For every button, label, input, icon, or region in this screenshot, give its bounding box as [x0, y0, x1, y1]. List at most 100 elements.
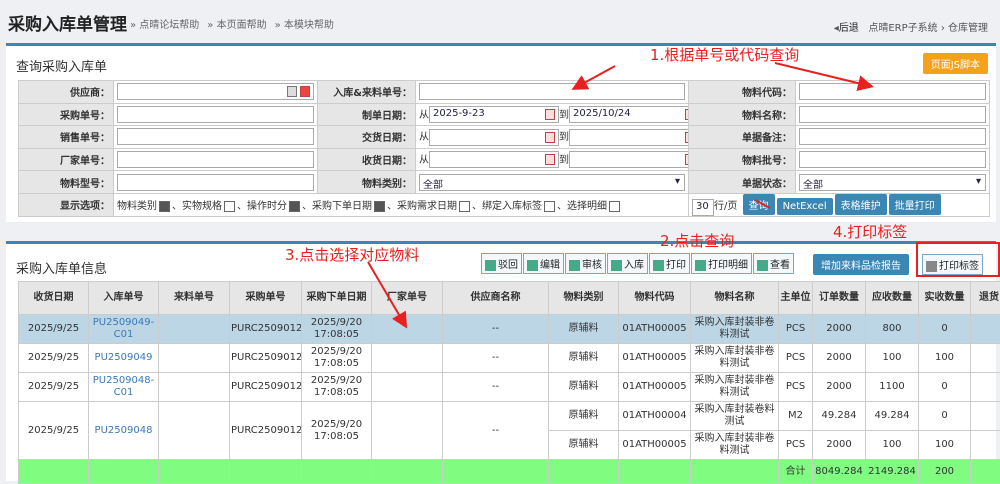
cell-unit: PCS — [779, 431, 813, 460]
breadcrumb-module: 仓库管理 — [948, 23, 988, 34]
column-header[interactable]: 退货 — [971, 282, 1000, 315]
cell-name: 采购入库封装非卷料测试 — [691, 315, 779, 344]
option-checkbox[interactable] — [609, 201, 620, 212]
column-header[interactable]: 实收数量 — [919, 282, 971, 315]
option-label: 采购下单日期 — [312, 201, 372, 212]
select-icon[interactable] — [287, 86, 297, 97]
column-header[interactable]: 入库单号 — [89, 282, 159, 315]
in-no-link[interactable]: PU2509049 — [89, 344, 159, 373]
column-header[interactable]: 应收数量 — [866, 282, 919, 315]
material-name-input[interactable] — [799, 106, 986, 123]
toolbar-button[interactable]: 查看 — [753, 253, 794, 274]
in-no-input[interactable] — [419, 83, 685, 100]
make-date-to[interactable]: 2025/10/24 — [569, 106, 689, 123]
breadcrumb: ◂后退 点晴ERP子系统 › 仓库管理 — [834, 19, 988, 34]
breadcrumb-system[interactable]: 点晴ERP子系统 — [868, 23, 937, 34]
print-label-button[interactable]: 打印标签 — [922, 254, 983, 275]
deliver-date-to[interactable] — [569, 129, 689, 146]
cell-order: 2000 — [813, 373, 866, 402]
cell-order: 2000 — [813, 344, 866, 373]
column-header[interactable]: 供应商名称 — [443, 282, 549, 315]
table-maintain-button[interactable]: 表格维护 — [835, 194, 887, 215]
in-no-link[interactable]: PU2509049-C01 — [89, 315, 159, 344]
toolbar-icon — [527, 260, 538, 271]
column-header[interactable]: 收货日期 — [19, 282, 89, 315]
page-js-button[interactable]: 页面JS脚本 — [923, 53, 988, 74]
po-no-input[interactable] — [117, 106, 314, 123]
cell-cat: 原辅料 — [549, 402, 619, 431]
category-select[interactable]: 全部▾ — [419, 174, 685, 191]
printer-icon — [926, 261, 937, 272]
option-checkbox[interactable] — [289, 201, 300, 212]
model-input[interactable] — [117, 174, 314, 191]
column-header[interactable]: 订单数量 — [813, 282, 866, 315]
so-no-input[interactable] — [117, 128, 314, 145]
option-label: 操作时分 — [247, 201, 287, 212]
column-header[interactable]: 采购下单日期 — [302, 282, 372, 315]
query-panel: 查询采购入库单 页面JS脚本 供应商： 入库&来料单号： 物料代码： 采购单号：… — [6, 43, 996, 222]
column-header[interactable]: 物料名称 — [691, 282, 779, 315]
recv-date-from[interactable] — [429, 151, 559, 168]
toolbar-button[interactable]: 编辑 — [523, 253, 564, 274]
calendar-icon[interactable] — [685, 109, 689, 120]
cell-unit: PCS — [779, 344, 813, 373]
deliver-date-from[interactable] — [429, 129, 559, 146]
toolbar-button[interactable]: 入库 — [607, 253, 648, 274]
rows-per-page-input[interactable]: 30 — [692, 199, 714, 216]
batch-input[interactable] — [799, 151, 986, 168]
toolbar-button[interactable]: 审核 — [565, 253, 606, 274]
toolbar-button[interactable]: 打印明细 — [691, 253, 752, 274]
annotation-3: 3.点击选择对应物料 — [285, 244, 419, 265]
add-quality-report-button[interactable]: 增加来料品检报告 — [813, 254, 909, 275]
column-header[interactable]: 物料代码 — [619, 282, 691, 315]
cell-unit: PCS — [779, 315, 813, 344]
recv-date-to[interactable] — [569, 151, 689, 168]
cell-recv: 100 — [919, 431, 971, 460]
page-help-link[interactable]: » 本页面帮助 — [207, 20, 266, 31]
inbound-table: 收货日期入库单号来料单号采购单号采购下单日期厂家单号供应商名称物料类别物料代码物… — [18, 281, 1000, 484]
option-label: 选择明细 — [567, 201, 607, 212]
calendar-icon[interactable] — [545, 109, 555, 120]
chevron-down-icon: ▾ — [675, 176, 680, 187]
vendor-no-input[interactable] — [117, 151, 314, 168]
option-checkbox[interactable] — [459, 201, 470, 212]
remark-input[interactable] — [799, 128, 986, 145]
option-checkbox[interactable] — [544, 201, 555, 212]
toolbar-button[interactable]: 驳回 — [481, 253, 522, 274]
cell-due: 49.284 — [866, 402, 919, 431]
clear-icon[interactable] — [300, 86, 310, 97]
option-checkbox[interactable] — [224, 201, 235, 212]
forum-help-link[interactable]: » 点晴论坛帮助 — [130, 20, 199, 31]
column-header[interactable]: 主单位 — [779, 282, 813, 315]
status-select[interactable]: 全部▾ — [799, 174, 986, 191]
in-no-link[interactable]: PU2509048-C01 — [89, 373, 159, 402]
back-link[interactable]: 后退 — [839, 23, 859, 34]
column-header[interactable]: 物料类别 — [549, 282, 619, 315]
option-checkbox[interactable] — [374, 201, 385, 212]
option-label: 实物规格 — [182, 201, 222, 212]
material-code-input[interactable] — [799, 83, 986, 100]
cell-code: 01ATH00005 — [619, 315, 691, 344]
make-date-from[interactable]: 2025-9-23 — [429, 106, 559, 123]
batch-print-button[interactable]: 批量打印 — [889, 194, 941, 215]
cell-order: 49.284 — [813, 402, 866, 431]
column-header[interactable]: 厂家单号 — [372, 282, 443, 315]
option-checkbox[interactable] — [159, 201, 170, 212]
list-panel: 采购入库单信息 驳回编辑审核入库打印打印明细查看 增加来料品检报告 打印标签 收… — [6, 241, 996, 481]
cell-cat: 原辅料 — [549, 373, 619, 402]
column-header[interactable]: 采购单号 — [230, 282, 302, 315]
in-no-link[interactable]: PU2509048 — [89, 402, 159, 460]
toolbar-button[interactable]: 打印 — [649, 253, 690, 274]
netexcel-button[interactable]: NetExcel — [777, 198, 833, 215]
search-button[interactable]: 查询 — [743, 194, 775, 215]
module-help-link[interactable]: » 本模块帮助 — [275, 20, 334, 31]
column-header[interactable]: 来料单号 — [159, 282, 230, 315]
supplier-input[interactable] — [117, 83, 314, 100]
annotation-1: 1.根据单号或代码查询 — [650, 44, 799, 65]
cell-cat: 原辅料 — [549, 315, 619, 344]
